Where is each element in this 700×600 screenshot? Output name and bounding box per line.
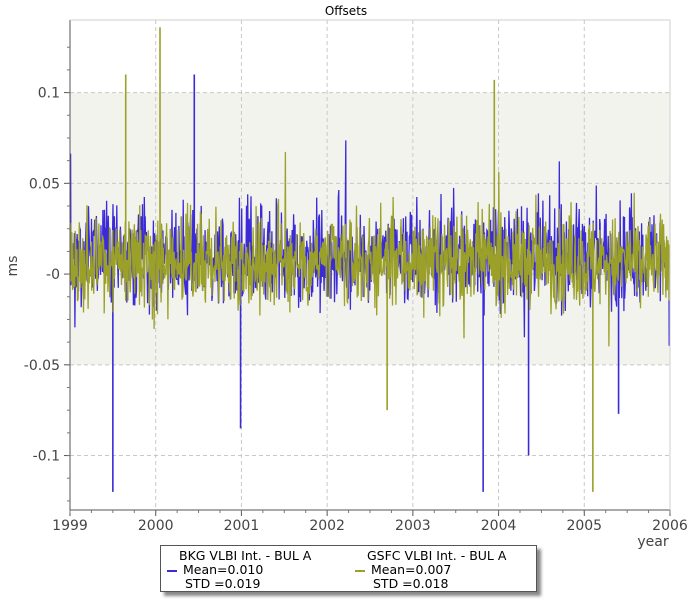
- legend-label-gsfc: GSFC VLBI Int. - BUL A: [367, 548, 507, 563]
- x-tick-label: 2003: [395, 518, 431, 534]
- legend-entry-bkg: BKG VLBI Int. - BUL A Mean=0.010 STD =0.…: [167, 549, 311, 591]
- x-tick-label: 2000: [138, 518, 174, 534]
- series-line: [69, 151, 671, 347]
- x-axis-label: year: [637, 534, 668, 550]
- legend-swatch-gsfc: [355, 569, 365, 572]
- plot-area: 0.1 0.05 -0 -0.05 -0.1 1999 2000 2001 2002 2003 20…: [24, 19, 688, 534]
- x-tick-label: 2002: [309, 518, 345, 534]
- x-tick-label: 2004: [481, 518, 517, 534]
- y-axis-label: ms: [5, 256, 21, 277]
- y-tick-label: -0.05: [24, 358, 60, 374]
- chart-title: Offsets: [325, 4, 367, 18]
- y-tick-label: 0.1: [38, 86, 60, 102]
- legend-entry-gsfc: GSFC VLBI Int. - BUL A Mean=0.007 STD =0…: [355, 549, 506, 591]
- legend-mean-gsfc: Mean=0.007: [371, 562, 452, 577]
- x-tick-label: 2005: [566, 518, 602, 534]
- legend-mean-bkg: Mean=0.010: [183, 562, 264, 577]
- x-tick-label: 2006: [652, 518, 688, 534]
- x-tick-label: 1999: [52, 518, 88, 534]
- y-tick-label: 0.05: [29, 176, 60, 192]
- y-tick-label: -0.1: [33, 449, 60, 465]
- legend-swatch-bkg: [167, 569, 177, 572]
- legend-std-gsfc: STD =0.018: [373, 576, 449, 591]
- legend: BKG VLBI Int. - BUL A Mean=0.010 STD =0.…: [160, 545, 537, 592]
- y-tick-label: -0: [46, 267, 60, 283]
- legend-std-bkg: STD =0.019: [185, 576, 261, 591]
- x-tick-label: 2001: [224, 518, 260, 534]
- legend-label-bkg: BKG VLBI Int. - BUL A: [179, 548, 312, 563]
